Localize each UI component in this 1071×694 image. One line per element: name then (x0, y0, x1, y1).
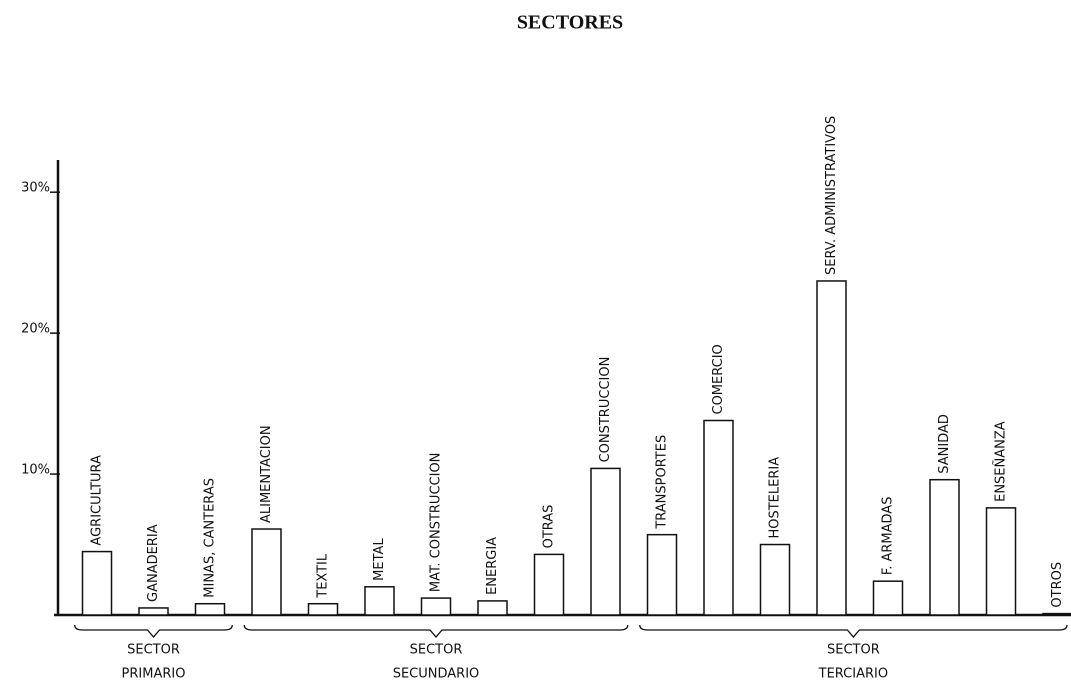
category-label: TEXTIL (316, 553, 331, 599)
category-label: ENSEÑANZA (993, 421, 1009, 502)
category-label: AGRICULTURA (90, 455, 105, 546)
category-label: ENERGIA (485, 537, 500, 595)
group-label: SECTOR (127, 643, 180, 658)
bar (533, 553, 565, 616)
bar (138, 607, 169, 616)
bar (646, 533, 678, 616)
group-label: SECUNDARIO (393, 667, 480, 682)
bar (364, 586, 395, 616)
category-label: MAT. CONSTRUCCION (429, 453, 444, 592)
bar (590, 467, 621, 616)
group-label: SECTOR (410, 643, 463, 658)
category-label: OTROS (1050, 562, 1065, 608)
y-tick-label: 20% (21, 322, 50, 337)
category-label: ALIMENTACION (259, 425, 274, 523)
group-label: SECTOR (827, 643, 880, 658)
category-label: TRANSPORTES (655, 435, 670, 530)
group-brace (243, 624, 629, 638)
y-tick-label: 30% (21, 181, 50, 196)
group-brace (639, 624, 1068, 638)
bar (816, 280, 847, 616)
bar (307, 602, 339, 616)
bar (703, 419, 734, 616)
category-label: GANADERIA (146, 524, 161, 602)
bar (420, 597, 452, 616)
y-tick-label: 10% (21, 463, 50, 478)
group-label: PRIMARIO (122, 667, 186, 682)
category-label: F. ARMADAS (881, 497, 896, 576)
bar (477, 600, 508, 616)
bar (251, 528, 282, 616)
category-label: COMERCIO (711, 344, 726, 414)
chart-title: SECTORES (517, 12, 623, 34)
bar (194, 602, 226, 616)
category-label: MINAS, CANTERAS (203, 478, 218, 598)
bar (929, 478, 960, 616)
bar (81, 550, 113, 616)
group-label: TERCIARIO (818, 667, 888, 682)
category-label: METAL (372, 538, 387, 581)
category-label: SERV. ADMINISTRATIVOS (824, 116, 839, 275)
category-label: CONSTRUCCION (598, 357, 613, 463)
bar (759, 543, 791, 616)
category-label: HOSTELERIA (768, 457, 783, 539)
bar (872, 580, 904, 616)
bar (985, 507, 1017, 616)
category-label: SANIDAD (937, 414, 952, 474)
group-brace (74, 624, 233, 638)
bar (1042, 612, 1071, 616)
category-label: OTRAS (542, 505, 557, 549)
